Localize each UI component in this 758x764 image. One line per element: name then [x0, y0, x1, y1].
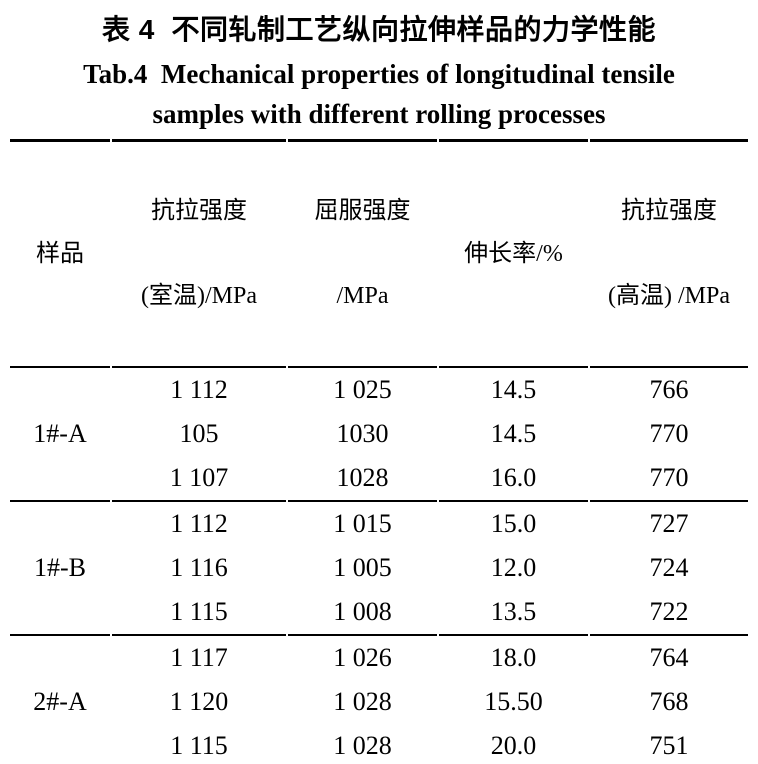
table-row: 1 107 1028 16.0 770: [10, 456, 748, 502]
table-row: 1#-B 1 112 1 015 15.0 727: [10, 502, 748, 636]
header-line: 伸长率/%: [464, 240, 563, 267]
header-line: 屈服强度: [314, 198, 411, 224]
header-line: 抗拉强度: [151, 198, 247, 224]
cell-elongation: 20.0: [439, 724, 588, 764]
cell-tensile-ht: 770: [590, 456, 748, 502]
header-row: 样品 抗拉强度 (室温)/MPa 屈服强度 /MPa 伸长率/% 抗拉强度 (高…: [10, 139, 748, 368]
header-line: (高温) /MPa: [608, 283, 730, 309]
cell-elongation: 12.0: [490, 553, 537, 582]
cell-tensile-ht: 764: [649, 643, 689, 672]
col-header-sample: 样品: [10, 139, 110, 368]
cell-tensile-ht: 766: [649, 375, 689, 404]
cell-elongation: 14.5: [490, 375, 537, 404]
sample-cell: 1#-B: [10, 502, 110, 636]
cell-elongation: 16.0: [439, 456, 588, 502]
cell-tensile-rt: 1 107: [112, 456, 286, 502]
header-line: 抗拉强度: [621, 198, 717, 224]
cell-yield: 1030: [336, 419, 389, 448]
cell-tensile-ht: 727: [649, 509, 689, 538]
table-row: 1 120 1 028 15.50 768: [10, 680, 748, 724]
cell-tensile-rt: 1 116: [170, 553, 228, 582]
cell-elongation: 15.50: [484, 687, 543, 716]
cell-yield: 1 028: [333, 687, 392, 716]
cell-yield: 1 025: [333, 375, 392, 404]
cell-tensile-ht: 770: [649, 419, 689, 448]
table-row: 1 116 1 005 12.0 724: [10, 546, 748, 590]
cell-elongation: 18.0: [490, 643, 537, 672]
table-row: 105 1030 14.5 770: [10, 412, 748, 456]
cell-yield: 1 028: [288, 724, 437, 764]
table-row: 1#-A 1 112 1 025 14.5 766: [10, 368, 748, 502]
col-header-tensile-ht: 抗拉强度 (高温) /MPa: [590, 139, 748, 368]
cell-elongation: 13.5: [439, 590, 588, 636]
table-caption-en-line1: Tab.4 Mechanical properties of longitudi…: [83, 59, 675, 89]
cell-tensile-rt: 105: [179, 419, 219, 448]
table-row: 2#-A 1 117 1 026 18.0 764: [10, 636, 748, 716]
cell-tensile-rt: 1 115: [112, 590, 286, 636]
mechanical-properties-table: 样品 抗拉强度 (室温)/MPa 屈服强度 /MPa 伸长率/% 抗拉强度 (高…: [8, 139, 750, 764]
cell-elongation: 15.0: [490, 509, 537, 538]
cell-tensile-rt: 1 112: [170, 375, 228, 404]
sample-cell: 1#-A: [10, 368, 110, 502]
cell-yield: 1 026: [333, 643, 392, 672]
cell-elongation: 14.5: [490, 419, 537, 448]
cell-tensile-rt: 1 112: [170, 509, 228, 538]
table-caption-zh: 表 4 不同轧制工艺纵向拉伸样品的力学性能: [102, 14, 656, 45]
cell-tensile-rt: 1 117: [170, 643, 228, 672]
cell-tensile-ht: 724: [649, 553, 689, 582]
sample-cell: 2#-A: [10, 636, 110, 764]
table-row: 1 115 1 028 20.0 751: [10, 724, 748, 764]
cell-tensile-ht: 768: [649, 687, 689, 716]
header-line: (室温)/MPa: [141, 283, 257, 309]
cell-yield: 1 005: [333, 553, 392, 582]
col-header-elongation: 伸长率/%: [439, 139, 588, 368]
cell-yield: 1028: [288, 456, 437, 502]
cell-tensile-ht: 751: [590, 724, 748, 764]
cell-yield: 1 008: [288, 590, 437, 636]
cell-tensile-ht: 722: [590, 590, 748, 636]
table-caption-en-line2: samples with different rolling processes: [152, 99, 606, 129]
header-line: 样品: [36, 240, 84, 267]
cell-yield: 1 015: [333, 509, 392, 538]
col-header-tensile-rt: 抗拉强度 (室温)/MPa: [112, 139, 286, 368]
table-row: 1 115 1 008 13.5 722: [10, 590, 748, 636]
cell-tensile-rt: 1 115: [112, 724, 286, 764]
cell-tensile-rt: 1 120: [169, 687, 229, 716]
col-header-yield: 屈服强度 /MPa: [288, 139, 437, 368]
header-line: /MPa: [336, 283, 389, 309]
